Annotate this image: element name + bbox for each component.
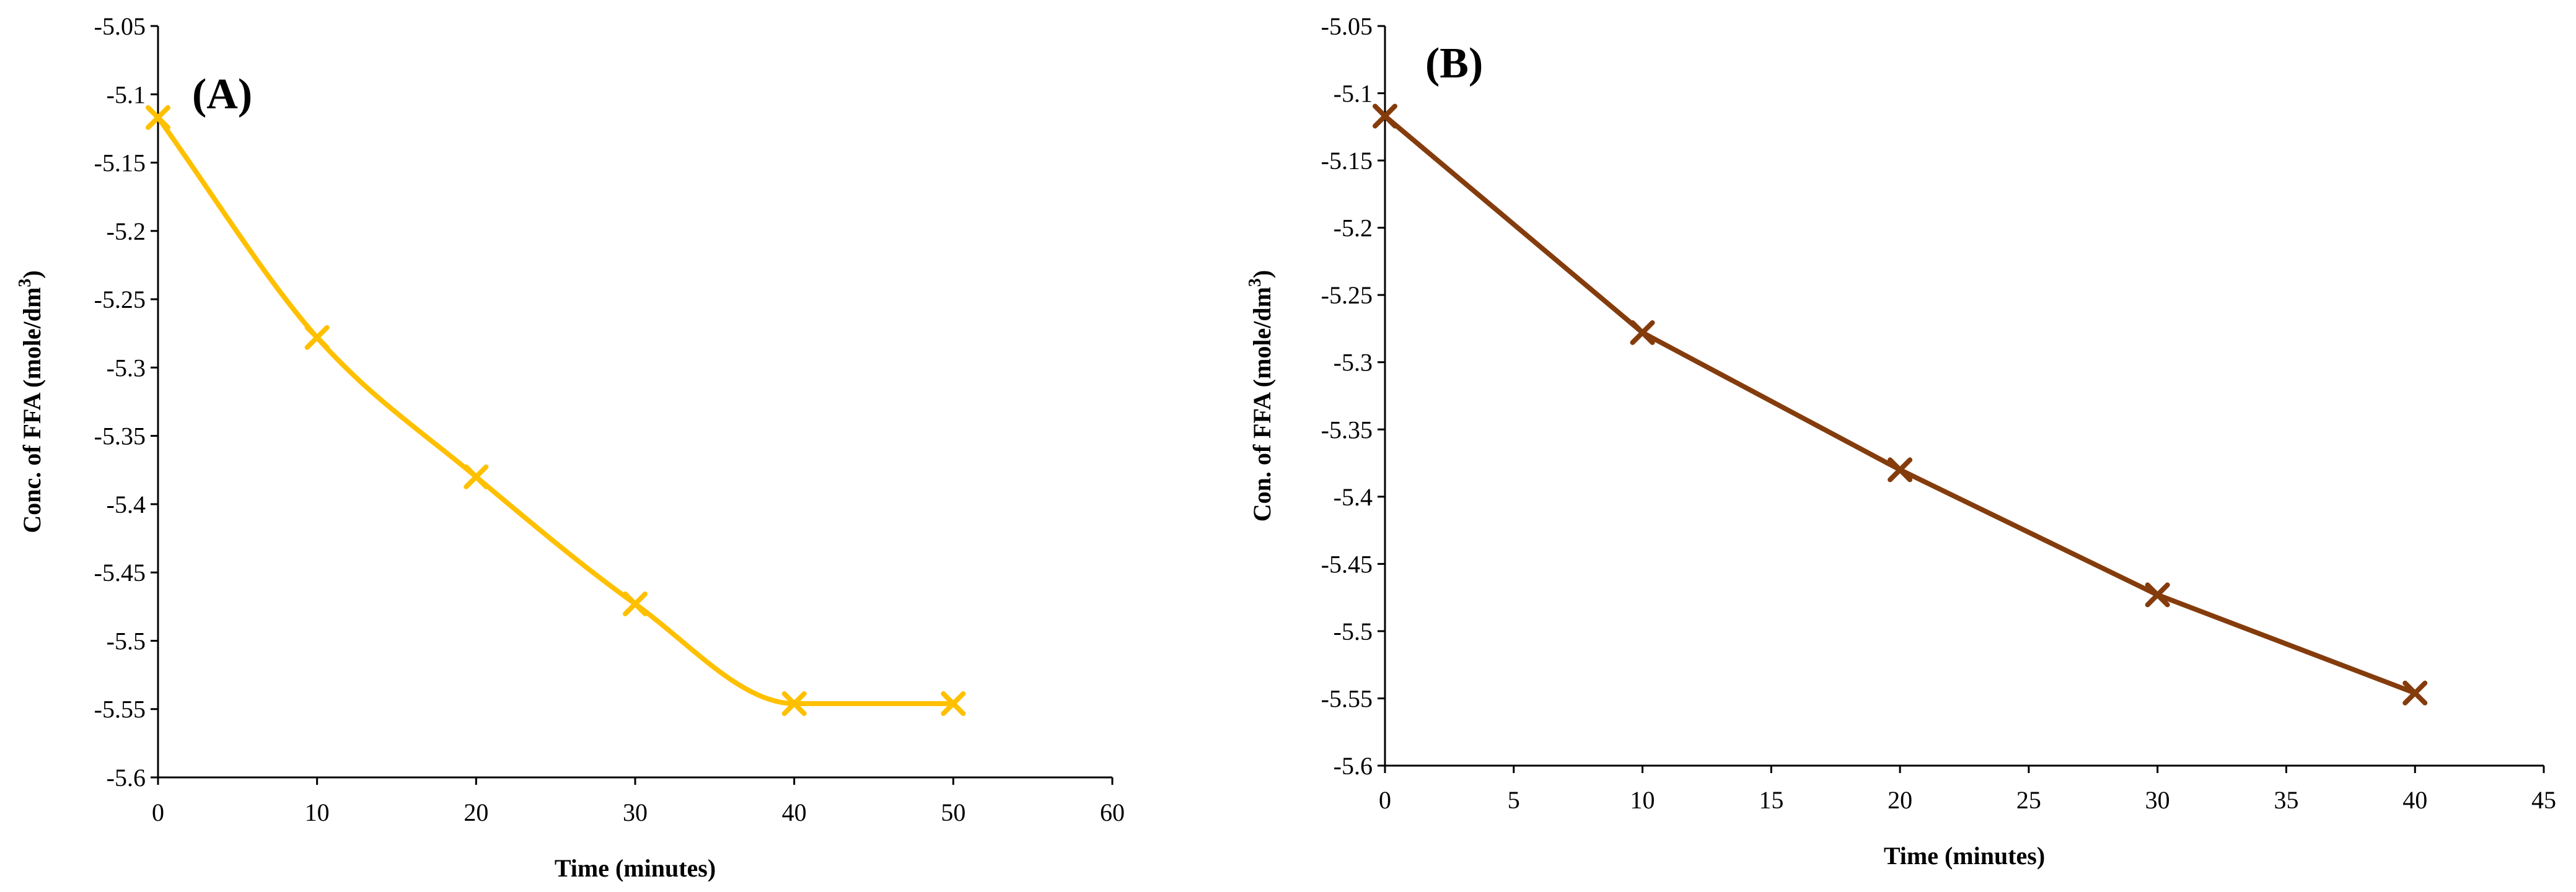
- y-tick-label: -5.45: [94, 559, 146, 587]
- y-tick-label: -5.55: [94, 696, 146, 724]
- y-tick-label: -5.1: [107, 81, 146, 108]
- panel-label: (A): [192, 71, 252, 118]
- y-tick-label: -5.2: [1334, 214, 1373, 242]
- y-axis-title-tail: ): [1248, 270, 1276, 278]
- y-axis-title-superscript: 3: [1246, 278, 1265, 287]
- x-tick-label: 10: [305, 798, 330, 826]
- y-tick-label: -5.2: [107, 217, 146, 245]
- x-tick-label: 20: [464, 798, 488, 826]
- x-tick-label: 0: [1379, 786, 1391, 814]
- x-tick-label: 20: [1888, 786, 1912, 814]
- x-tick-label: 5: [1508, 786, 1520, 814]
- y-tick-label: -5.35: [94, 422, 146, 450]
- y-tick-label: -5.35: [1321, 416, 1373, 444]
- y-tick-label: -5.25: [1321, 281, 1373, 309]
- panel-label: (B): [1425, 40, 1483, 87]
- y-tick-label: -5.55: [1321, 684, 1373, 712]
- y-tick-label: -5.5: [1334, 618, 1373, 645]
- x-tick-label: 40: [782, 798, 807, 826]
- y-tick-label: -5.45: [1321, 550, 1373, 578]
- y-tick-label: -5.5: [107, 627, 146, 655]
- x-tick-label: 35: [2274, 786, 2298, 814]
- y-axis-title: Con. of FFA (mole/dm3): [1246, 270, 1276, 522]
- x-tick-label: 30: [623, 798, 648, 826]
- x-tick-label: 45: [2531, 786, 2556, 814]
- y-tick-label: -5.3: [1334, 349, 1373, 377]
- y-tick-label: -5.6: [1334, 752, 1373, 780]
- chart-b: -5.05 -5.1 -5.15 -5.2 -5.25 -5.3 -5.35 -5.4 -5.4…: [1246, 12, 2556, 870]
- series-line: [1383, 113, 2418, 696]
- y-tick-label: -5.05: [94, 12, 146, 40]
- y-axis-title: Conc. of FFA (mole/dm3): [15, 270, 46, 533]
- y-tick-label: -5.6: [107, 764, 146, 792]
- y-tick-label: -5.4: [1334, 483, 1373, 511]
- y-tick-label: -5.25: [94, 286, 146, 313]
- data-point-marker: [1888, 457, 1913, 483]
- data-point-marker: [1373, 103, 1397, 129]
- data-point-marker: [2402, 680, 2428, 706]
- x-tick-label: 50: [941, 798, 965, 826]
- data-point-marker: [623, 591, 648, 616]
- x-tick-label: 30: [2145, 786, 2170, 814]
- data-point-marker: [941, 691, 966, 716]
- data-point-marker: [1630, 320, 1655, 345]
- y-axis-title-tail: ): [18, 270, 46, 278]
- x-axis-title: Time (minutes): [1884, 842, 2045, 870]
- data-point-marker: [781, 691, 807, 716]
- x-tick-label: 15: [1759, 786, 1783, 814]
- x-tick-label: 60: [1100, 798, 1125, 826]
- x-axis-title: Time (minutes): [555, 854, 716, 882]
- data-point-marker: [304, 325, 330, 350]
- y-axis-title-main: Conc. of FFA (mole/dm: [18, 287, 46, 533]
- y-tick-label: -5.15: [94, 149, 146, 177]
- y-tick-label: -5.4: [107, 491, 146, 518]
- y-tick-label: -5.15: [1321, 147, 1373, 175]
- y-tick-label: -5.1: [1334, 80, 1373, 108]
- y-tick-label: -5.3: [107, 354, 146, 382]
- x-tick-label: 40: [2402, 786, 2427, 814]
- chart-a: -5.05 -5.1 -5.15 -5.2 -5.25 -5.3 -5.35 -5.4 -5.4…: [15, 12, 1125, 882]
- data-point-marker: [146, 105, 170, 130]
- series-line: [156, 115, 956, 706]
- y-axis-title-superscript: 3: [15, 279, 35, 287]
- y-tick-label: -5.05: [1321, 12, 1373, 40]
- y-axis-title-main: Con. of FFA (mole/dm: [1248, 287, 1276, 522]
- x-tick-label: 10: [1630, 786, 1655, 814]
- data-point-marker: [464, 464, 489, 489]
- data-point-marker: [2145, 582, 2170, 608]
- x-tick-label: 25: [2016, 786, 2041, 814]
- x-tick-label: 0: [152, 798, 164, 826]
